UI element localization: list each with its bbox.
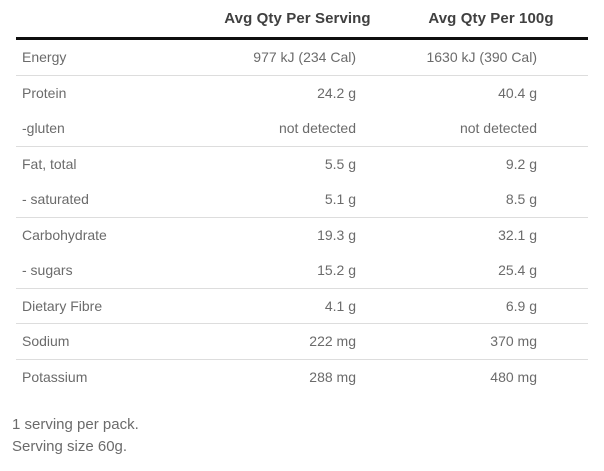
nutrition-table: Avg Qty Per Serving Avg Qty Per 100g Ene… <box>16 0 588 395</box>
col-header-per-serving: Avg Qty Per Serving <box>224 10 371 27</box>
row-label: - saturated <box>22 191 89 208</box>
row-value-per-serving: 288 mg <box>309 369 356 386</box>
row-value-per-serving: 4.1 g <box>324 297 356 314</box>
table-row-dietary-fibre: Dietary Fibre 4.1 g 6.9 g <box>16 289 588 324</box>
row-label: Sodium <box>22 333 70 350</box>
row-value-per-100g: 480 mg <box>490 369 537 386</box>
row-label: Carbohydrate <box>22 227 107 244</box>
table-header-row: Avg Qty Per Serving Avg Qty Per 100g <box>16 0 588 40</box>
serving-note-servings-per-pack: 1 serving per pack. <box>12 416 139 433</box>
table-row-energy: Energy 977 kJ (234 Cal) 1630 kJ (390 Cal… <box>16 40 588 76</box>
table-row-sodium: Sodium 222 mg 370 mg <box>16 324 588 360</box>
row-value-per-100g: 370 mg <box>490 333 537 350</box>
row-value-per-100g: 25.4 g <box>498 262 537 279</box>
row-value-per-serving: not detected <box>278 120 356 137</box>
row-value-per-serving: 977 kJ (234 Cal) <box>253 49 356 66</box>
row-value-per-serving: 15.2 g <box>317 262 356 279</box>
row-label: Fat, total <box>22 156 77 173</box>
row-label: Protein <box>22 85 67 102</box>
row-value-per-serving: 222 mg <box>309 333 356 350</box>
table-row-potassium: Potassium 288 mg 480 mg <box>16 360 588 396</box>
row-label: Energy <box>22 49 67 66</box>
row-value-per-100g: 6.9 g <box>505 297 537 314</box>
row-label: -gluten <box>22 120 65 137</box>
table-row-carbohydrate: Carbohydrate 19.3 g 32.1 g <box>16 218 588 254</box>
serving-note-serving-size: Serving size 60g. <box>12 438 128 455</box>
table-row-gluten: -gluten not detected not detected <box>16 111 588 147</box>
row-value-per-100g: 1630 kJ (390 Cal) <box>426 49 537 66</box>
row-value-per-serving: 5.5 g <box>324 156 356 173</box>
table-row-saturated: - saturated 5.1 g 8.5 g <box>16 182 588 218</box>
row-value-per-serving: 24.2 g <box>317 85 356 102</box>
row-value-per-serving: 5.1 g <box>324 191 356 208</box>
row-value-per-100g: 40.4 g <box>498 85 537 102</box>
col-header-per-100g: Avg Qty Per 100g <box>428 10 554 27</box>
row-value-per-100g: 32.1 g <box>498 227 537 244</box>
table-row-protein: Protein 24.2 g 40.4 g <box>16 76 588 112</box>
row-label: - sugars <box>22 262 73 279</box>
row-value-per-100g: 9.2 g <box>505 156 537 173</box>
table-row-fat-total: Fat, total 5.5 g 9.2 g <box>16 147 588 183</box>
table-row-sugars: - sugars 15.2 g 25.4 g <box>16 253 588 289</box>
nutrition-panel: Avg Qty Per Serving Avg Qty Per 100g Ene… <box>12 0 588 458</box>
row-label: Dietary Fibre <box>22 297 103 314</box>
row-value-per-serving: 19.3 g <box>317 227 356 244</box>
row-value-per-100g: 8.5 g <box>505 191 537 208</box>
row-label: Potassium <box>22 369 88 386</box>
row-value-per-100g: not detected <box>459 120 537 137</box>
serving-notes: 1 serving per pack. Serving size 60g. <box>12 414 588 458</box>
